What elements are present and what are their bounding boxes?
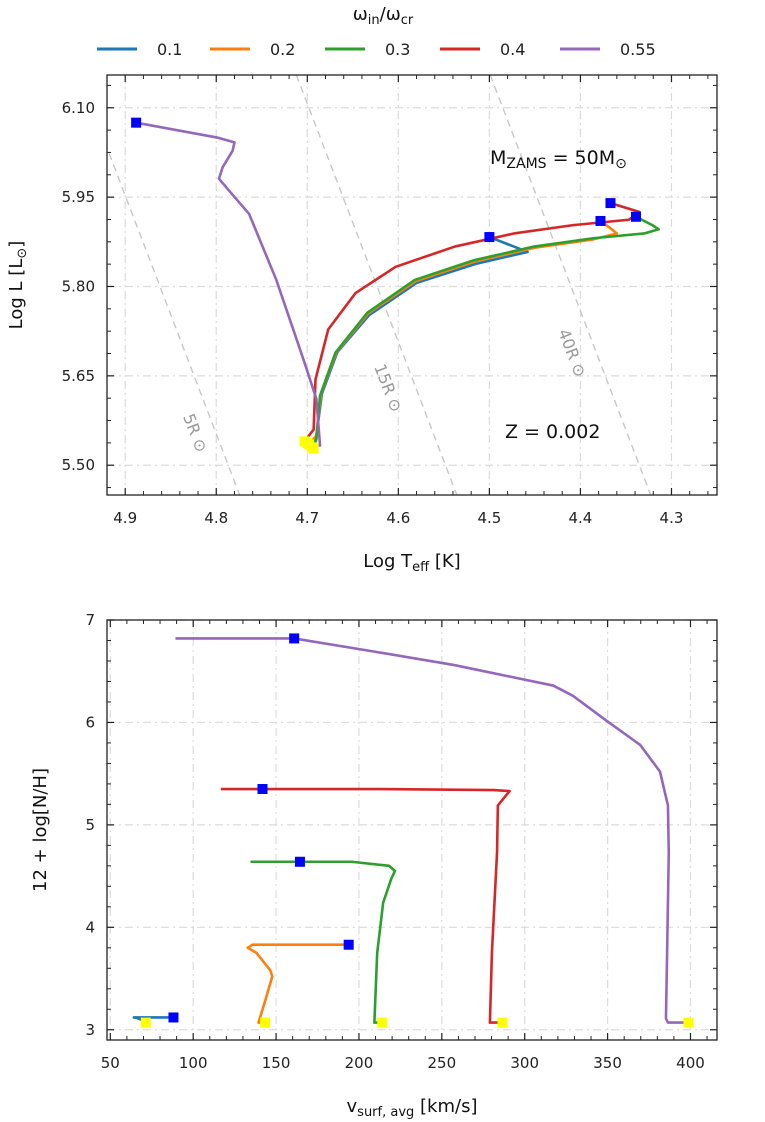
legend-entry: 0.1 bbox=[97, 40, 182, 59]
end-marker bbox=[605, 198, 616, 209]
y-tick-label: 5.50 bbox=[62, 456, 95, 474]
isoradius-line bbox=[489, 75, 652, 495]
y-tick-label: 3 bbox=[85, 1021, 95, 1039]
x-tick-label: 200 bbox=[345, 1054, 374, 1072]
x-tick-label: 4.5 bbox=[477, 509, 501, 527]
legend-entry: 0.4 bbox=[440, 40, 525, 59]
isoradius-line bbox=[107, 145, 241, 495]
start-marker bbox=[260, 1017, 271, 1028]
legend-entry: 0.3 bbox=[325, 40, 410, 59]
end-marker bbox=[289, 633, 300, 644]
series-line-0.1 bbox=[132, 1016, 174, 1023]
y-tick-label: 5.95 bbox=[62, 188, 95, 206]
x-tick-label: 150 bbox=[262, 1054, 291, 1072]
end-marker bbox=[595, 215, 606, 226]
hr-diagram: 5R ⊙ 15R ⊙ 40R ⊙ 4.9 4.8 4.7 4.6 4.5 4.4 4.3 5.50 5… bbox=[6, 74, 718, 575]
x-tick-label: 4.7 bbox=[295, 509, 319, 527]
series-line-0.4 bbox=[303, 201, 641, 443]
legend-label: 0.3 bbox=[385, 40, 410, 59]
end-marker bbox=[168, 1012, 179, 1023]
x-tick-label: 300 bbox=[510, 1054, 539, 1072]
end-marker bbox=[484, 232, 495, 243]
y-tick-label: 6.10 bbox=[62, 99, 95, 117]
legend-entry: 0.55 bbox=[560, 40, 656, 59]
isoradius-label: 5R ⊙ bbox=[179, 411, 211, 455]
y-tick-label: 5 bbox=[85, 816, 95, 834]
end-marker bbox=[257, 784, 268, 795]
x-tick-label: 4.4 bbox=[569, 509, 593, 527]
legend-entry: 0.2 bbox=[210, 40, 295, 59]
axes-frame bbox=[106, 619, 718, 1041]
start-marker bbox=[308, 443, 319, 454]
series-line-0.3 bbox=[250, 860, 397, 1024]
legend-label: 0.4 bbox=[500, 40, 525, 59]
x-tick-label: 4.9 bbox=[113, 509, 137, 527]
x-tick-label: 4.6 bbox=[386, 509, 410, 527]
x-tick-label: 100 bbox=[179, 1054, 208, 1072]
start-marker bbox=[140, 1017, 151, 1028]
x-tick-label: 400 bbox=[676, 1054, 705, 1072]
y-axis-label: 12 + log[N/H] bbox=[30, 768, 51, 892]
x-axis-label: vsurf, avg [km/s] bbox=[347, 1096, 478, 1120]
y-tick-label: 5.80 bbox=[62, 277, 95, 295]
isoradius-label: 15R ⊙ bbox=[370, 361, 406, 414]
y-axis-label: Log L [L⊙] bbox=[6, 241, 30, 330]
x-tick-label: 350 bbox=[593, 1054, 622, 1072]
isoradius-label: 40R ⊙ bbox=[554, 326, 590, 379]
start-marker bbox=[683, 1017, 694, 1028]
series-line-0.4 bbox=[220, 787, 511, 1024]
x-axis-label: Log Teff [K] bbox=[363, 551, 460, 575]
x-tick-label: 250 bbox=[428, 1054, 457, 1072]
series-line-0.3 bbox=[312, 215, 661, 449]
legend-label: 0.1 bbox=[157, 40, 182, 59]
legend-title: ωin/ωcr bbox=[353, 4, 414, 28]
x-tick-label: 4.3 bbox=[660, 509, 684, 527]
x-tick-label: 4.8 bbox=[204, 509, 228, 527]
annotation: MZAMS = 50M⊙ bbox=[490, 147, 627, 172]
axes-frame bbox=[106, 74, 718, 496]
y-tick-label: 6 bbox=[85, 713, 95, 731]
annotation: Z = 0.002 bbox=[505, 421, 600, 443]
x-tick-label: 50 bbox=[101, 1054, 120, 1072]
legend-label: 0.2 bbox=[270, 40, 295, 59]
end-marker bbox=[343, 939, 354, 950]
legend: ωin/ωcr 0.1 0.2 0.3 0.4 0.55 bbox=[97, 4, 656, 59]
start-marker bbox=[302, 438, 313, 449]
y-tick-label: 7 bbox=[85, 611, 95, 629]
end-marker bbox=[294, 856, 305, 867]
series-line-0.55 bbox=[175, 637, 689, 1024]
series-line-0.55 bbox=[135, 121, 322, 447]
series-line-0.2 bbox=[246, 943, 349, 1024]
end-marker bbox=[131, 117, 142, 128]
nitrogen-vs-velocity-chart: 50 100 150 200 250 300 350 400 3 4 5 6 7 vsurf, avg [… bbox=[30, 611, 718, 1120]
start-marker bbox=[497, 1017, 508, 1028]
start-marker bbox=[377, 1017, 388, 1028]
isoradius-line bbox=[295, 75, 458, 495]
legend-label: 0.55 bbox=[620, 40, 656, 59]
y-tick-label: 4 bbox=[85, 918, 95, 936]
end-marker bbox=[630, 211, 641, 222]
y-tick-label: 5.65 bbox=[62, 367, 95, 385]
